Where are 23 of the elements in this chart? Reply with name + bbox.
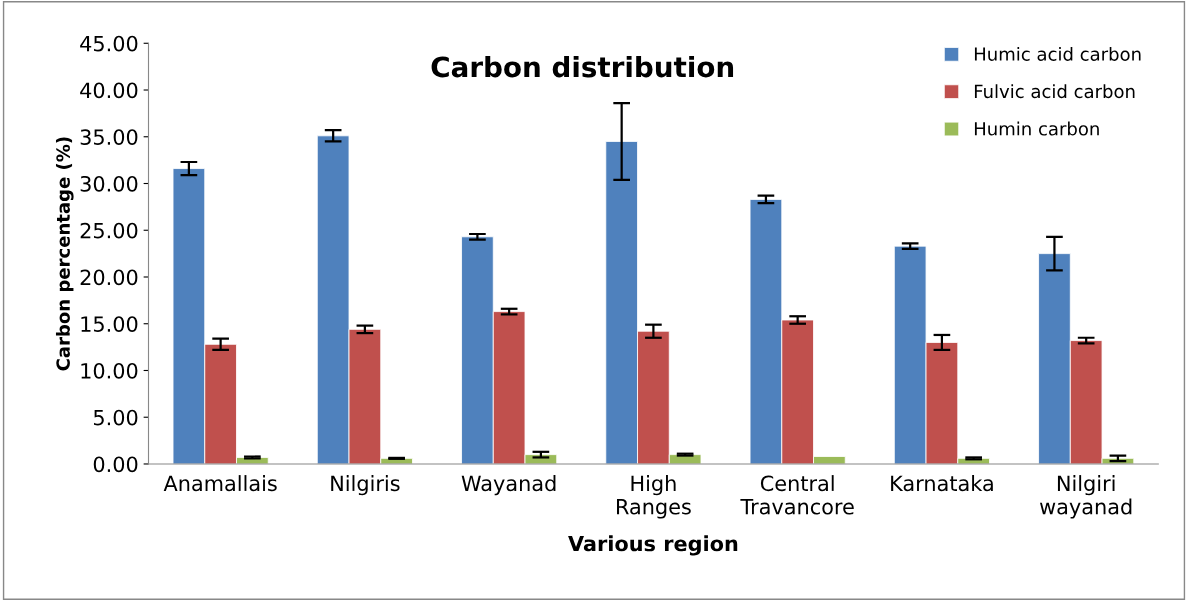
x-tick-label: Wayanad xyxy=(461,475,556,496)
y-tick-label: 30.00 xyxy=(80,175,138,192)
y-tick-label: 25.00 xyxy=(80,222,138,239)
y-tick-label: 20.00 xyxy=(80,269,138,286)
y-tick-label: 15.00 xyxy=(81,316,138,332)
legend-label: Humin carbon xyxy=(974,121,1099,136)
legend-label: Fulvic acid carbon xyxy=(974,84,1135,99)
y-tick-label: 35.00 xyxy=(80,129,138,145)
x-tick-label: Karnataka xyxy=(891,475,993,492)
x-axis-title: Various region xyxy=(568,535,738,556)
x-tick-label: Nilgiris xyxy=(331,475,400,496)
y-axis-title: Carbon percentage (%) xyxy=(55,137,74,371)
y-tick-label: 40.00 xyxy=(80,82,138,99)
chart-title: Carbon distribution xyxy=(431,55,734,78)
x-tick-label: Nilgiri wayanad xyxy=(1040,475,1132,519)
y-tick-label: 5.00 xyxy=(94,409,138,426)
x-tick-label: Central Travancore xyxy=(740,475,854,515)
x-tick-label: High Ranges xyxy=(617,475,691,519)
y-tick-label: 45.00 xyxy=(80,35,138,52)
y-tick-label: 10.00 xyxy=(81,362,138,379)
y-tick-label: 0.00 xyxy=(93,456,138,473)
legend-label: Humic acid carbon xyxy=(974,46,1141,61)
x-tick-label: Anamallais xyxy=(163,475,277,492)
